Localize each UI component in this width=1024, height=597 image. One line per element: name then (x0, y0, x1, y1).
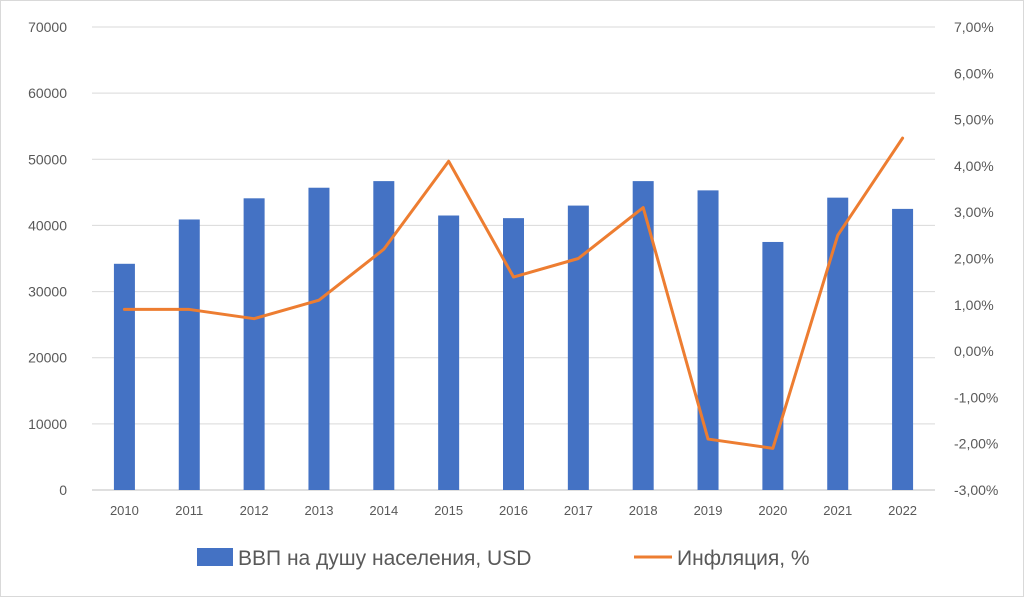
x-tick-label: 2012 (240, 503, 269, 518)
x-tick-label: 2021 (823, 503, 852, 518)
y-left-tick-label: 10000 (28, 416, 67, 432)
y-left-tick-label: 20000 (28, 350, 67, 366)
bar (827, 197, 849, 491)
x-tick-label: 2014 (369, 503, 398, 518)
y-right-tick-label: -2,00% (954, 436, 998, 452)
y-axis-left: 0 10000 20000 30000 40000 50000 60000 70000 (28, 19, 67, 498)
x-tick-label: 2022 (888, 503, 917, 518)
y-left-tick-label: 30000 (28, 284, 67, 300)
legend-label-bar: ВВП на душу населения, USD (238, 547, 531, 570)
y-right-tick-label: 2,00% (954, 251, 994, 267)
y-right-tick-label: -1,00% (954, 389, 998, 405)
x-tick-label: 2017 (564, 503, 593, 518)
bar (632, 181, 654, 490)
y-right-tick-label: 3,00% (954, 204, 994, 220)
x-tick-label: 2015 (434, 503, 463, 518)
bar (567, 205, 589, 491)
x-tick-label: 2019 (694, 503, 723, 518)
y-left-tick-label: 60000 (28, 85, 67, 101)
bar (308, 187, 330, 490)
line-series (122, 136, 905, 450)
x-tick-label: 2016 (499, 503, 528, 518)
bar (113, 263, 135, 490)
y-left-tick-label: 0 (59, 482, 67, 498)
bar (762, 241, 784, 490)
y-right-tick-label: 4,00% (954, 158, 994, 174)
legend-label-line: Инфляция, % (677, 547, 810, 570)
y-left-tick-label: 40000 (28, 217, 67, 233)
legend: ВВП на душу населения, USD Инфляция, % (197, 547, 810, 570)
gridlines (92, 26, 935, 491)
legend-swatch-bar (197, 548, 233, 566)
y-axis-right: -3,00% -2,00% -1,00% 0,00% 1,00% 2,00% 3,00% 4,… (954, 19, 998, 498)
x-tick-label: 2013 (305, 503, 334, 518)
y-right-tick-label: 7,00% (954, 19, 994, 35)
x-tick-label: 2011 (175, 503, 203, 518)
bar (373, 181, 395, 490)
x-tick-label: 2010 (110, 503, 139, 518)
y-right-tick-label: 5,00% (954, 112, 994, 128)
bar (178, 219, 200, 490)
bar (892, 208, 914, 490)
y-left-tick-label: 50000 (28, 151, 67, 167)
y-right-tick-label: -3,00% (954, 482, 998, 498)
x-tick-label: 2020 (758, 503, 787, 518)
y-right-tick-label: 0,00% (954, 343, 994, 359)
bar-series (113, 181, 914, 491)
bar (243, 198, 265, 490)
bar (697, 190, 719, 490)
y-right-tick-label: 1,00% (954, 297, 994, 313)
bar (438, 215, 460, 490)
y-right-tick-label: 6,00% (954, 65, 994, 81)
x-tick-label: 2018 (629, 503, 658, 518)
x-axis: 2010 2011 2012 2013 2014 2015 2016 2017 2018 2019… (110, 503, 917, 518)
y-left-tick-label: 70000 (28, 19, 67, 35)
bar (503, 218, 524, 490)
